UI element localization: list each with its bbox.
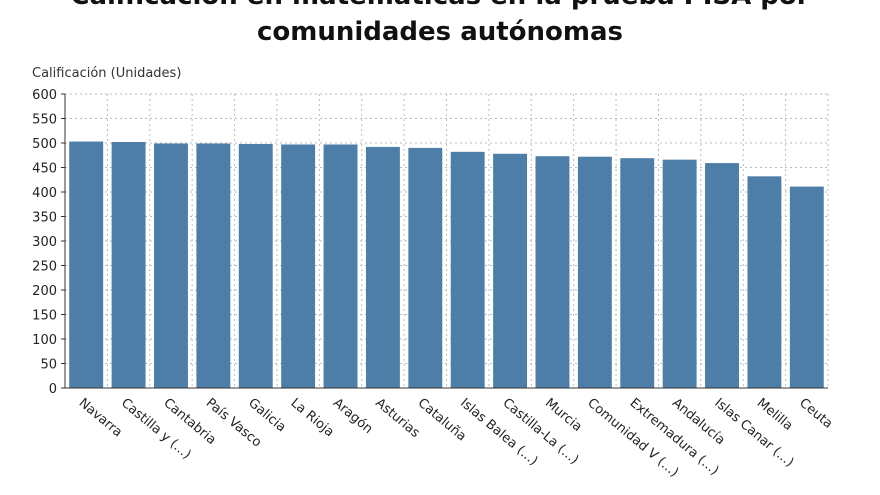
chart-title: Calificación en matemáticas en la prueba…: [0, 0, 880, 50]
bar-11: [535, 156, 570, 388]
x-tick-label: Aragón: [330, 396, 375, 437]
chart-title-line1: Calificación en matemáticas en la prueba…: [0, 0, 880, 14]
y-tick-label: 50: [40, 358, 57, 373]
y-tick-label: 350: [32, 211, 57, 226]
y-tick-label: 600: [32, 88, 57, 103]
y-tick-label: 500: [32, 137, 57, 152]
bar-3: [196, 143, 231, 388]
bar-13: [620, 158, 655, 388]
bar-6: [323, 144, 358, 388]
bar-17: [789, 186, 824, 388]
y-tick-label: 150: [32, 309, 57, 324]
bar-12: [577, 156, 612, 388]
y-tick-label: 200: [32, 284, 57, 299]
bar-2: [154, 143, 188, 388]
bar-15: [705, 163, 739, 388]
x-tick-label: Asturias: [372, 396, 422, 442]
bar-0: [69, 141, 104, 388]
bar-7: [365, 146, 400, 388]
y-tick-label: 300: [32, 235, 57, 250]
y-axis-label: Calificación (Unidades): [32, 66, 182, 81]
chart-title-line2: comunidades autónomas: [256, 17, 624, 47]
bar-5: [281, 144, 316, 388]
x-tick-label: Ceuta: [796, 396, 835, 432]
x-tick-label: Navarra: [76, 396, 125, 441]
bar-4: [238, 143, 273, 388]
bar-10: [493, 153, 528, 388]
y-tick-label: 450: [32, 162, 57, 177]
bar-1: [111, 142, 146, 388]
bar-8: [408, 147, 443, 388]
bar-16: [747, 176, 782, 388]
x-tick-label: Islas Balea (...): [457, 396, 540, 469]
bar-9: [450, 151, 485, 388]
y-tick-label: 0: [49, 382, 57, 397]
x-tick-label: La Rioja: [288, 396, 337, 441]
y-tick-label: 100: [32, 333, 57, 348]
y-tick-label: 250: [32, 260, 57, 275]
y-tick-label: 550: [32, 113, 57, 128]
y-tick-label: 400: [32, 186, 57, 201]
bar-14: [662, 159, 697, 388]
